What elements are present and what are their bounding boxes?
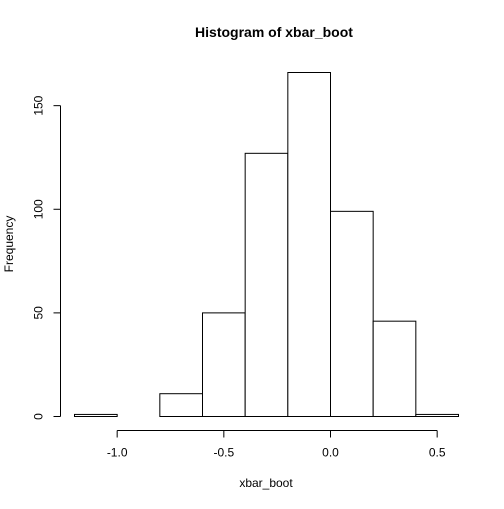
histogram-bar: [244, 152, 289, 417]
histogram-bars: [74, 72, 460, 418]
x-axis: -1.0 -0.5 0.0 0.5: [107, 430, 446, 460]
x-tick-label: -0.5: [213, 446, 234, 460]
histogram-bar: [159, 393, 203, 418]
x-axis-label: xbar_boot: [239, 476, 293, 490]
x-tick-label: -1.0: [107, 446, 128, 460]
y-tick-label: 150: [32, 95, 46, 115]
histogram-bar: [202, 312, 246, 417]
x-tick-label: 0.0: [322, 446, 339, 460]
histogram-bar: [74, 413, 118, 417]
y-axis-label: Frequency: [2, 216, 16, 273]
x-tick-label: 0.5: [429, 446, 446, 460]
histogram-bar: [372, 320, 417, 418]
histogram-bar: [330, 210, 374, 417]
y-tick-label: 0: [32, 413, 46, 420]
y-tick-label: 100: [32, 199, 46, 219]
histogram-bar: [287, 72, 332, 417]
y-tick-label: 50: [32, 306, 46, 320]
y-axis: 0 50 100 150: [32, 95, 61, 420]
histogram-bar: [415, 413, 460, 417]
chart-title: Histogram of xbar_boot: [195, 24, 353, 40]
